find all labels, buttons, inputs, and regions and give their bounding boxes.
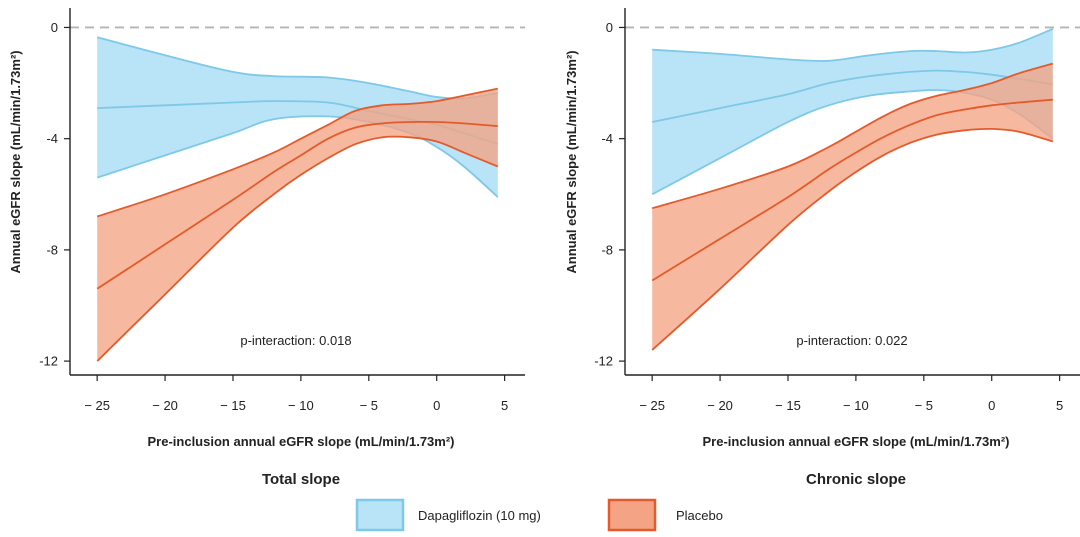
legend: Dapagliflozin (10 mg) Placebo: [355, 498, 723, 532]
y-tick-label: -4: [601, 131, 613, 146]
panel-title: Total slope: [262, 471, 340, 488]
y-tick-label: -8: [601, 242, 613, 257]
x-tick-label: 5: [1056, 398, 1063, 413]
x-tick-label: − 25: [639, 398, 665, 413]
y-axis-title-text: Annual eGFR slope (mL/min/1.73m²): [8, 50, 23, 273]
x-axis-title: Pre-inclusion annual eGFR slope (mL/min/…: [148, 434, 455, 449]
x-tick-label: − 20: [707, 398, 733, 413]
y-axis-title-text: Annual eGFR slope (mL/min/1.73m²): [564, 50, 579, 273]
y-tick-label: -4: [46, 131, 58, 146]
x-tick-label: − 20: [152, 398, 178, 413]
panel-title: Chronic slope: [806, 471, 906, 488]
ci-band-dapagliflozin: [97, 37, 498, 198]
p-interaction-annotation: p-interaction: 0.022: [796, 333, 907, 348]
x-tick-label: − 15: [775, 398, 801, 413]
x-tick-label: − 10: [288, 398, 314, 413]
x-tick-label: − 10: [843, 398, 869, 413]
ci-band-placebo: [652, 63, 1053, 350]
ci-upper-placebo: [96, 87, 498, 218]
p-interaction-annotation: p-interaction: 0.018: [240, 333, 351, 348]
ci-upper-dapagliflozin: [652, 28, 1054, 62]
y-axis-title: Annual eGFR slope (mL/min/1.73m²): [8, 50, 23, 273]
ci-lower-placebo: [651, 127, 1054, 351]
panel-chronic-slope: Annual eGFR slope (mL/min/1.73m²) Pre-in…: [564, 8, 1080, 488]
ci-band-placebo: [97, 88, 498, 362]
x-tick-label: − 5: [360, 398, 378, 413]
x-tick-label: − 5: [915, 398, 933, 413]
x-tick-label: − 15: [220, 398, 246, 413]
y-tick-label: -8: [46, 242, 58, 257]
legend-swatch-placebo: [607, 498, 657, 532]
x-tick-label: 5: [501, 398, 508, 413]
x-tick-label: 0: [433, 398, 440, 413]
y-tick-label: -12: [594, 354, 613, 369]
ci-lower-placebo: [96, 135, 499, 362]
mean-line-placebo: [96, 120, 498, 290]
panel-total-slope: Annual eGFR slope (mL/min/1.73m²) Pre-in…: [8, 8, 525, 488]
y-tick-label: 0: [606, 20, 613, 35]
x-axis-title: Pre-inclusion annual eGFR slope (mL/min/…: [703, 434, 1010, 449]
mean-line-dapagliflozin: [652, 69, 1053, 123]
y-tick-label: -12: [39, 354, 58, 369]
x-tick-label: − 25: [84, 398, 110, 413]
ci-upper-placebo: [651, 62, 1054, 210]
legend-swatch-dapagliflozin: [355, 498, 405, 532]
mean-line-placebo: [651, 98, 1053, 282]
legend-label-dapagliflozin: Dapagliflozin (10 mg): [418, 508, 541, 523]
legend-label-placebo: Placebo: [676, 508, 723, 523]
y-axis-title: Annual eGFR slope (mL/min/1.73m²): [564, 50, 579, 273]
x-tick-label: 0: [988, 398, 995, 413]
y-tick-label: 0: [51, 20, 58, 35]
